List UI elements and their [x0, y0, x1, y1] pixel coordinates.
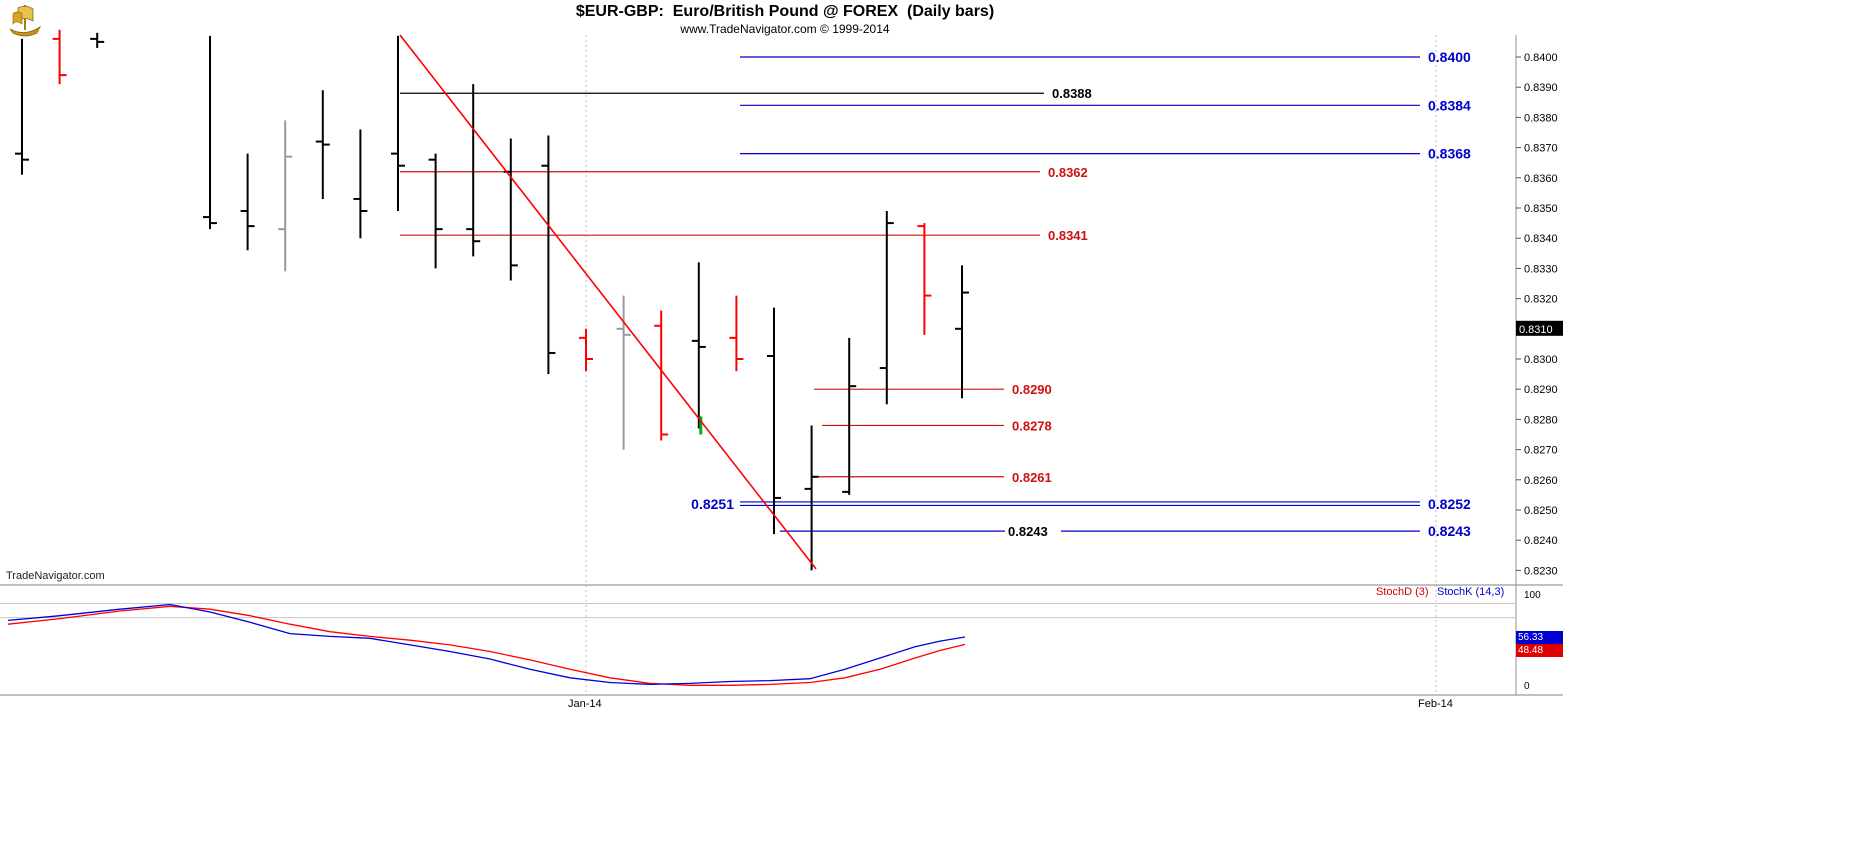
watermark-text: TradeNavigator.com: [6, 570, 105, 582]
x-axis-label-feb: Feb-14: [1418, 698, 1453, 710]
stochd-line: [7, 605, 966, 686]
price-level-label: 0.8261: [1012, 470, 1052, 485]
stochd-value-box: 48.48: [1516, 644, 1563, 657]
price-axis-label: 0.8320: [1524, 294, 1558, 306]
price-axis-label: 0.8330: [1524, 263, 1558, 275]
stochk-value-box: 56.33: [1516, 631, 1563, 644]
price-axis-label: 0.8280: [1524, 414, 1558, 426]
price-axis-label: 0.8390: [1524, 82, 1558, 94]
price-axis-label: 0.8370: [1524, 143, 1558, 155]
price-level-label-bg: [1005, 522, 1061, 539]
price-axis-label: 0.8400: [1524, 52, 1558, 64]
price-axis-label: 0.8260: [1524, 475, 1558, 487]
price-level-label-right: 0.8400: [1428, 49, 1471, 65]
price-level-label-mid: 0.8243: [1008, 524, 1048, 539]
price-axis-label: 0.8380: [1524, 112, 1558, 124]
price-level-label: 0.8388: [1052, 86, 1092, 101]
chart-subtitle: www.TradeNavigator.com © 1999-2014: [680, 22, 890, 36]
price-axis-label: 0.8250: [1524, 505, 1558, 517]
stochk-line: [7, 603, 966, 686]
price-axis-label: 0.8290: [1524, 384, 1558, 396]
current-price-value: 0.8310: [1519, 324, 1553, 336]
trendline[interactable]: [399, 34, 817, 570]
price-axis-label: 0.8240: [1524, 535, 1558, 547]
stoch-axis-top-label: 100: [1524, 590, 1541, 601]
chart-title: $EUR-GBP: Euro/British Pound @ FOREX (Da…: [575, 3, 995, 20]
x-axis-label-jan: Jan-14: [568, 698, 602, 710]
price-level-label-right: 0.8384: [1428, 97, 1471, 113]
price-axis-label: 0.8350: [1524, 203, 1558, 215]
price-axis-label: 0.8360: [1524, 173, 1558, 185]
price-axis-label: 0.8340: [1524, 233, 1558, 245]
stochd-legend-label[interactable]: StochD (3): [1376, 586, 1429, 598]
price-level-label: 0.8341: [1048, 228, 1088, 243]
price-level-label-right: 0.8368: [1428, 146, 1471, 162]
price-axis-label: 0.8270: [1524, 445, 1558, 457]
price-axis-label: 0.8230: [1524, 565, 1558, 577]
current-price-box: [1516, 320, 1563, 336]
price-level-label-right: 0.8252: [1428, 496, 1471, 512]
price-axis-label: 0.8300: [1524, 354, 1558, 366]
price-level-label-left: 0.8251: [691, 496, 734, 512]
trade-navigator-logo-icon: [9, 5, 42, 37]
stochk-legend-label[interactable]: StochK (14,3): [1437, 586, 1505, 598]
price-level-label: 0.8278: [1012, 418, 1052, 433]
price-level-label: 0.8362: [1048, 165, 1088, 180]
price-level-label: 0.8290: [1012, 382, 1052, 397]
price-level-label-right: 0.8243: [1428, 523, 1471, 539]
stoch-axis-bottom-label: 0: [1524, 681, 1530, 692]
